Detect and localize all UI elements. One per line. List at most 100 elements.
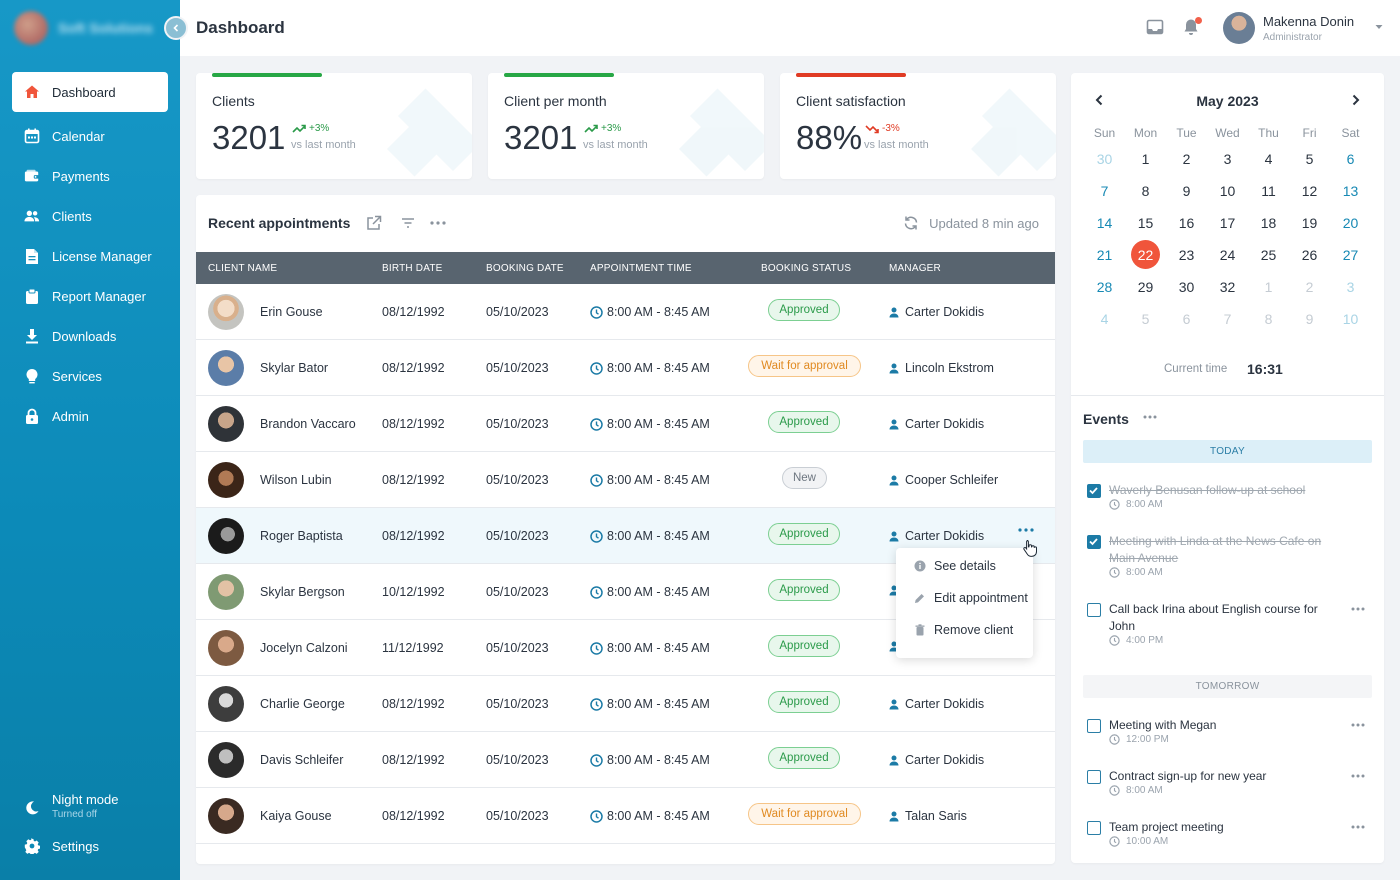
external-link-icon[interactable]	[366, 215, 382, 231]
calendar-day-selected[interactable]: 22	[1125, 240, 1166, 269]
event-checkbox[interactable]	[1087, 719, 1101, 733]
sidebar-item-clients[interactable]: Clients	[12, 196, 168, 236]
calendar-day[interactable]: 3	[1223, 151, 1232, 167]
menu-item-edit-appointment[interactable]: Edit appointment	[906, 588, 1028, 608]
event-more-button[interactable]	[1351, 825, 1365, 829]
client-name[interactable]: Skylar Bergson	[260, 585, 345, 599]
calendar-day[interactable]: 8	[1264, 311, 1273, 327]
calendar-day[interactable]: 15	[1137, 215, 1154, 231]
calendar-day[interactable]: 30	[1096, 151, 1113, 167]
calendar-day[interactable]: 28	[1096, 279, 1113, 295]
calendar-day[interactable]: 23	[1178, 247, 1195, 263]
calendar-day[interactable]: 16	[1178, 215, 1195, 231]
calendar-day[interactable]: 6	[1182, 311, 1191, 327]
table-row[interactable]: Brandon Vaccaro 08/12/1992 05/10/2023 8:00 …	[196, 396, 1055, 452]
calendar-day[interactable]: 27	[1342, 247, 1359, 263]
calendar-day[interactable]: 5	[1141, 311, 1150, 327]
sidebar-item-admin[interactable]: Admin	[12, 396, 168, 436]
calendar-day[interactable]: 21	[1096, 247, 1113, 263]
calendar-day[interactable]: 14	[1096, 215, 1113, 231]
calendar-day[interactable]: 13	[1342, 183, 1359, 199]
client-name[interactable]: Wilson Lubin	[260, 473, 332, 487]
calendar-day[interactable]: 10	[1219, 183, 1236, 199]
calendar-day[interactable]: 25	[1260, 247, 1277, 263]
calendar-day[interactable]: 24	[1219, 247, 1236, 263]
sidebar-item-payments[interactable]: Payments	[12, 156, 168, 196]
client-name[interactable]: Skylar Bator	[260, 361, 329, 375]
client-name[interactable]: Erin Gouse	[260, 305, 323, 319]
calendar-day[interactable]: 11	[1261, 183, 1276, 199]
calendar-day[interactable]: 2	[1305, 279, 1314, 295]
collapse-sidebar-button[interactable]	[164, 16, 188, 40]
calendar-day[interactable]: 10	[1342, 311, 1359, 327]
calendar-day[interactable]: 30	[1178, 279, 1195, 295]
chevron-right-icon[interactable]	[1352, 94, 1360, 106]
sidebar-item-license-manager[interactable]: License Manager	[12, 236, 168, 276]
event-checkbox[interactable]	[1087, 603, 1101, 617]
sidebar-item-dashboard[interactable]: Dashboard	[12, 72, 168, 112]
user-menu[interactable]: Makenna Donin Administrator	[1223, 12, 1383, 44]
column-header[interactable]: APPOINTMENT TIME	[590, 263, 692, 274]
calendar-day[interactable]: 6	[1346, 151, 1355, 167]
calendar-day[interactable]: 19	[1301, 215, 1318, 231]
table-row[interactable]: Wilson Lubin 08/12/1992 05/10/2023 8:00 AM …	[196, 452, 1055, 508]
calendar-day[interactable]: 4	[1100, 311, 1109, 327]
client-name[interactable]: Brandon Vaccaro	[260, 417, 356, 431]
column-header[interactable]: BOOKING STATUS	[761, 263, 852, 274]
table-row[interactable]: Roger Baptista 08/12/1992 05/10/2023 8:00 A…	[196, 508, 1055, 564]
calendar-day[interactable]: 1	[1264, 279, 1273, 295]
event-checkbox[interactable]	[1087, 821, 1101, 835]
calendar-day[interactable]: 17	[1219, 215, 1236, 231]
calendar-day[interactable]: 32	[1219, 279, 1236, 295]
menu-item-remove-client[interactable]: Remove client	[906, 620, 1013, 640]
calendar-day[interactable]: 29	[1137, 279, 1154, 295]
calendar-day[interactable]: 3	[1346, 279, 1355, 295]
calendar-day[interactable]: 1	[1141, 151, 1150, 167]
client-name[interactable]: Charlie George	[260, 697, 345, 711]
calendar-day[interactable]: 9	[1182, 183, 1191, 199]
event-checkbox[interactable]	[1087, 484, 1101, 498]
calendar-day[interactable]: 18	[1260, 215, 1277, 231]
event-more-button[interactable]	[1351, 774, 1365, 778]
calendar-day[interactable]: 5	[1305, 151, 1314, 167]
column-header[interactable]: CLIENT NAME	[208, 263, 278, 274]
calendar-day[interactable]: 26	[1301, 247, 1318, 263]
sidebar-item-services[interactable]: Services	[12, 356, 168, 396]
client-name[interactable]: Jocelyn Calzoni	[260, 641, 348, 655]
calendar-day[interactable]: 20	[1342, 215, 1359, 231]
notifications-button[interactable]	[1183, 17, 1202, 36]
more-horizontal-icon[interactable]	[430, 221, 446, 231]
calendar-day[interactable]: 12	[1301, 183, 1318, 199]
calendar-day[interactable]: 7	[1223, 311, 1232, 327]
table-row[interactable]: Charlie George 08/12/1992 05/10/2023 8:00 A…	[196, 676, 1055, 732]
column-header[interactable]: MANAGER	[889, 263, 941, 274]
brand[interactable]: Soft Solutions	[14, 11, 164, 45]
table-row[interactable]: Erin Gouse 08/12/1992 05/10/2023 8:00 AM - …	[196, 284, 1055, 340]
calendar-day[interactable]: 2	[1182, 151, 1191, 167]
event-more-button[interactable]	[1351, 607, 1365, 611]
inbox-button[interactable]	[1146, 19, 1164, 35]
table-row[interactable]: Davis Schleifer 08/12/1992 05/10/2023 8:00 …	[196, 732, 1055, 788]
calendar-day[interactable]: 4	[1264, 151, 1273, 167]
event-more-button[interactable]	[1351, 723, 1365, 727]
sidebar-item-downloads[interactable]: Downloads	[12, 316, 168, 356]
calendar-day[interactable]: 7	[1100, 183, 1109, 199]
table-row[interactable]: Skylar Bator 08/12/1992 05/10/2023 8:00 AM …	[196, 340, 1055, 396]
client-name[interactable]: Kaiya Gouse	[260, 809, 332, 823]
calendar-day[interactable]: 8	[1141, 183, 1150, 199]
more-horizontal-icon[interactable]	[1143, 415, 1157, 419]
client-name[interactable]: Davis Schleifer	[260, 753, 344, 767]
event-checkbox[interactable]	[1087, 770, 1101, 784]
sidebar-item-calendar[interactable]: Calendar	[12, 116, 168, 156]
refresh-icon[interactable]	[903, 215, 919, 231]
client-name[interactable]: Roger Baptista	[260, 529, 343, 543]
column-header[interactable]: BIRTH DATE	[382, 263, 443, 274]
filter-icon[interactable]	[400, 215, 416, 231]
row-more-button[interactable]	[1018, 528, 1034, 532]
sidebar-item-report-manager[interactable]: Report Manager	[12, 276, 168, 316]
night-mode-toggle[interactable]: Night mode Turned off	[24, 792, 118, 820]
chevron-left-icon[interactable]	[1095, 94, 1103, 106]
calendar-day[interactable]: 9	[1305, 311, 1314, 327]
settings-link[interactable]: Settings	[24, 838, 99, 854]
event-checkbox[interactable]	[1087, 535, 1101, 549]
